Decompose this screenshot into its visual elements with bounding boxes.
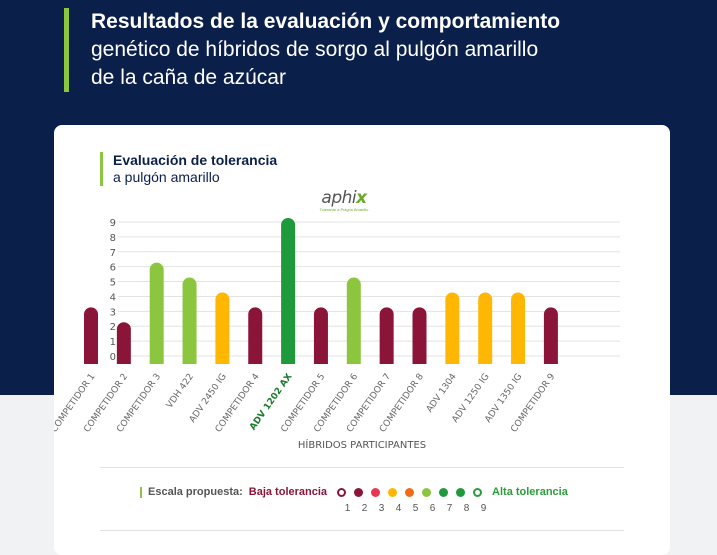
scale-dot-3	[371, 487, 381, 497]
bar-adv-1202-ax	[281, 218, 296, 364]
scale-number-3: 3	[378, 503, 385, 514]
logo-tagline: Tolerante a Pulgón Amarillo	[319, 207, 369, 212]
logo-word-x: x	[356, 188, 367, 208]
scale-number-8: 8	[463, 503, 470, 514]
aphix-logo: aphix Tolerante a Pulgón Amarillo	[314, 189, 374, 221]
y-tick-label-6: 6	[110, 263, 116, 274]
divider-top	[100, 467, 624, 468]
logo-wordmark: aphix	[314, 189, 374, 207]
bar-competidor-2	[116, 322, 131, 364]
page-subtitle-line-2: de la caña de azúcar	[91, 66, 286, 89]
scale-dot-4	[388, 487, 398, 497]
y-tick-label-2: 2	[110, 322, 116, 333]
bar-competidor-9	[543, 307, 558, 364]
logo-word-a: aphi	[321, 188, 357, 208]
scale-number-5: 5	[412, 503, 419, 514]
scale-number-9: 9	[480, 503, 487, 514]
bar-competidor-4	[248, 307, 263, 364]
bar-competidor-6	[346, 277, 361, 364]
bar-adv-1350-ig	[511, 292, 526, 364]
y-tick-label-8: 8	[110, 233, 116, 244]
scale-dot-1	[337, 487, 347, 497]
bar-competidor-5	[313, 307, 328, 364]
scale-dot-5	[405, 487, 415, 497]
scale-high-label: Alta tolerancia	[492, 486, 568, 499]
scale-dot-7	[439, 487, 449, 497]
header: Resultados de la evaluación y comportami…	[64, 8, 560, 92]
scale-number-1: 1	[344, 503, 351, 514]
divider-bottom	[100, 530, 624, 531]
y-tick-label-0: 0	[110, 352, 116, 363]
card-heading: Evaluación de tolerancia a pulgón amaril…	[100, 152, 277, 186]
bar-vdh-422	[182, 277, 197, 364]
x-axis-title: HÍBRIDOS PARTICIPANTES	[298, 438, 426, 451]
scale-dot-8	[456, 487, 466, 497]
scale-number-7: 7	[446, 503, 453, 514]
y-tick-label-4: 4	[110, 292, 116, 303]
bar-adv-1304	[445, 292, 460, 364]
bar-competidor-8	[412, 307, 427, 364]
scale-number-4: 4	[395, 503, 402, 514]
scale-legend: Escala propuesta: Baja tolerancia Alta tol…	[140, 486, 568, 500]
x-tick-label-adv-1304: ADV 1304	[425, 372, 459, 415]
scale-label: Escala propuesta:	[148, 486, 243, 499]
bar-competidor-1	[84, 307, 98, 364]
page-subtitle-line-1: genético de híbridos de sorgo al pulgón …	[91, 38, 539, 61]
x-tick-label-vdh-422: VDH 422	[165, 372, 196, 410]
y-tick-label-5: 5	[110, 278, 116, 289]
bar-competidor-3	[149, 262, 164, 364]
y-tick-label-3: 3	[110, 307, 116, 318]
scale-dot-2	[354, 487, 364, 497]
bar-adv-1250-ig	[478, 292, 493, 364]
bar-competidor-7	[379, 307, 394, 364]
bar-adv-2450-ig	[215, 292, 230, 364]
y-tick-label-9: 9	[110, 218, 116, 229]
scale-number-6: 6	[429, 503, 436, 514]
page-title: Resultados de la evaluación y comportami…	[91, 10, 561, 33]
scale-accent-bar	[140, 486, 142, 498]
scale-dot-6	[422, 487, 432, 497]
scale-dots	[333, 486, 486, 498]
y-tick-label-7: 7	[110, 248, 116, 259]
card-subtitle: a pulgón amarillo	[113, 169, 220, 185]
scale-low-label: Baja tolerancia	[248, 486, 328, 499]
scale-number-2: 2	[361, 503, 368, 514]
y-tick-label-1: 1	[110, 337, 116, 348]
scale-dot-9	[473, 487, 483, 497]
card-title: Evaluación de tolerancia	[113, 152, 278, 168]
